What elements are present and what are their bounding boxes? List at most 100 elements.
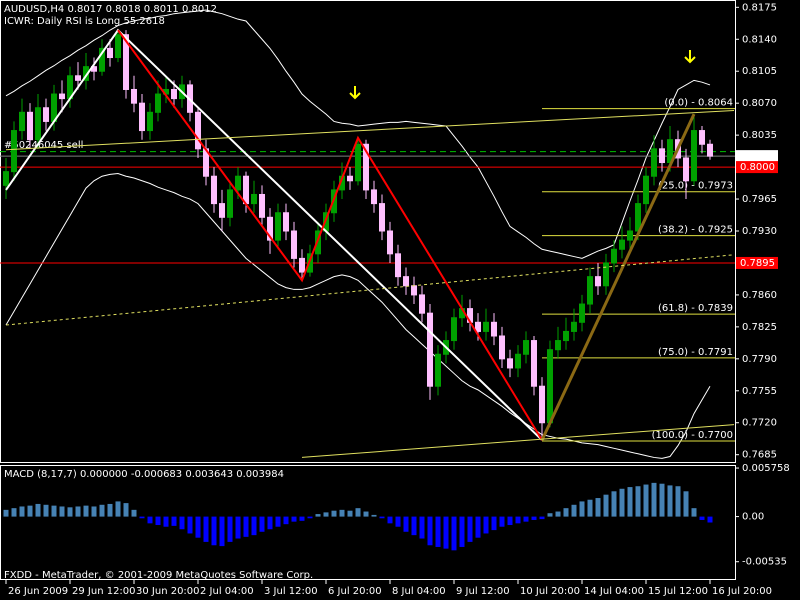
macd-bar [27,505,33,517]
x-tick-label: 6 Jul 20:00 [328,586,382,597]
trend-line [540,113,696,441]
signal-arrow [349,50,696,100]
candle-body [707,143,713,157]
macd-bar [435,516,441,547]
fib-label: (38.2) - 0.7925 [658,225,733,236]
candle-body [211,175,217,205]
macd-bar [619,488,625,517]
macd-bar [243,516,249,537]
macd-title: MACD (8,17,7) 0.000000 -0.000683 0.00364… [4,469,284,480]
y-tick-label: 0.7755 [742,386,777,397]
candle-body [259,193,265,218]
macd-bar [499,516,505,527]
macd-bar [43,504,49,517]
chart-subtitle: ICWR: Daily RSI is Long 55.2618 [4,16,165,27]
order-annotation: #50246045 sell [4,140,83,151]
macd-bar [443,516,449,549]
macd-bar [587,499,593,517]
candle-body [635,203,641,232]
macd-bar [179,516,185,530]
macd-bar [515,516,521,524]
candle-body [307,253,313,273]
y-tick-label: 0.7825 [742,322,777,333]
candle-body [627,230,633,241]
macd-bar [395,516,401,527]
candle-body [99,47,105,72]
candle-body [683,157,689,182]
candle-body [411,285,417,296]
macd-bar [347,510,353,517]
macd-bar [11,508,17,517]
chart-title: AUDUSD,H4 0.8017 0.8018 0.8011 0.8012 [4,4,217,15]
macd-bar [299,516,305,521]
macd-bar [19,506,25,517]
macd-bar [123,503,129,517]
macd-bar [611,491,617,517]
macd-bar [635,486,641,517]
macd-bar [699,516,705,520]
candle-body [155,93,161,113]
macd-bar [155,516,161,526]
macd-bar [315,514,321,517]
trend-line [5,254,735,326]
macd-bar [451,516,457,551]
candle-body [587,276,593,305]
macd-bar [219,516,225,547]
price-marker-label: 0.8000 [740,162,775,173]
macd-bar [667,485,673,517]
candle-body [291,230,297,259]
price-marker-box [736,256,778,269]
macd-bar [203,516,209,542]
macd-bar [147,516,153,524]
price-marker-box [736,150,778,163]
macd-bar [339,509,345,517]
candle-body [3,171,9,186]
macd-bar [651,482,657,517]
macd-bar [259,516,265,532]
macd-bar [419,516,425,539]
y-tick-label: 0.8175 [742,2,777,13]
fib-label: (25.0) - 0.7973 [658,181,733,192]
macd-bar [691,508,697,517]
candle-body [131,88,137,104]
x-tick-label: 16 Jul 20:00 [712,586,772,597]
candle-body [275,212,281,241]
candle-body [547,349,553,424]
y-tick-label: 0.7685 [742,450,777,461]
candle-body [123,34,129,90]
candle-body [115,34,121,59]
macd-bar [459,516,465,547]
macd-bar [579,501,585,517]
macd-bar [115,501,121,517]
candle-body [507,358,513,369]
candle-body [419,294,425,314]
candle-body [59,93,65,100]
x-tick-label: 9 Jul 12:00 [456,586,510,597]
macd-bar [35,503,41,517]
candle-body [603,262,609,287]
candle-body [355,143,361,182]
y-tick-label: 0.8070 [742,98,777,109]
candle-body [619,239,625,250]
band-line [5,9,711,259]
macd-bar [571,504,577,517]
candle-body [651,148,657,177]
fib-label: (61.8) - 0.7839 [658,303,733,314]
candle-body [403,276,409,287]
macd-bar [211,516,217,546]
macd-bar [371,514,377,517]
x-tick-label: 14 Jul 04:00 [584,586,644,597]
macd-bar [531,516,537,520]
macd-bar [539,516,545,520]
macd-bar [227,516,233,542]
macd-bar [555,511,561,517]
macd-bar [251,516,257,536]
candle-body [283,212,289,232]
macd-bar [403,516,409,532]
macd-bar [523,516,529,522]
macd-bar [507,516,513,526]
macd-bar [475,516,481,538]
macd-bar [171,516,177,526]
macd-frame [0,465,736,580]
